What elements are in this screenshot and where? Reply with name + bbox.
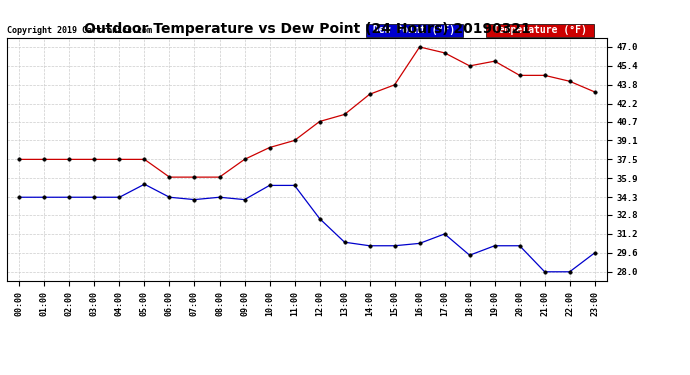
Title: Outdoor Temperature vs Dew Point (24 Hours) 20190321: Outdoor Temperature vs Dew Point (24 Hou… [83,22,531,36]
Text: Dew Point (°F): Dew Point (°F) [367,25,461,35]
Text: Temperature (°F): Temperature (°F) [487,25,593,35]
Text: Copyright 2019 Cartronics.com: Copyright 2019 Cartronics.com [7,26,152,35]
